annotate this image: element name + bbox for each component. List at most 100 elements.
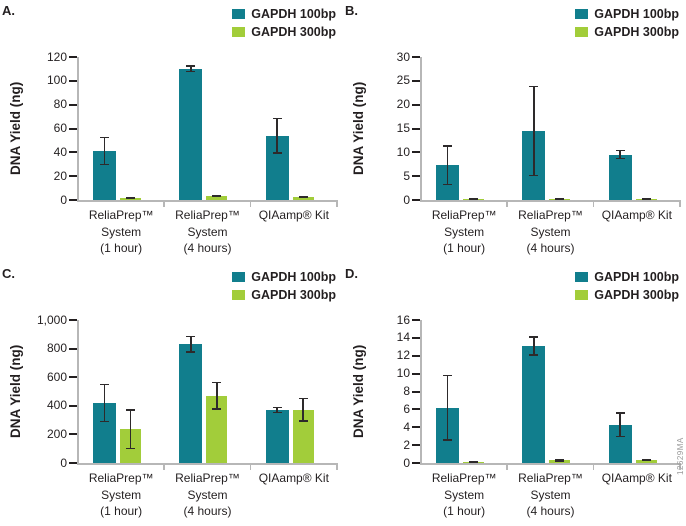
legend-item: GAPDH 100bp xyxy=(575,7,679,21)
x-category-label-line: System xyxy=(187,224,228,239)
x-axis-group-tick xyxy=(679,464,681,470)
legend-label: GAPDH 300bp xyxy=(594,288,679,302)
bar-gapdh-300bp xyxy=(549,460,571,463)
y-tick-label: 2 xyxy=(403,437,410,452)
x-category-label-line: (4 hours) xyxy=(526,504,575,518)
x-axis-group-tick xyxy=(336,201,338,207)
x-axis-group-tick xyxy=(249,464,252,470)
x-axis-group-tick xyxy=(163,464,165,470)
legend-item: GAPDH 300bp xyxy=(232,288,336,302)
x-category-label: ReliaPrep™ System (1 hour) xyxy=(78,207,164,257)
error-bar-cap-top xyxy=(212,381,222,384)
error-bar-cap-bottom xyxy=(272,152,282,154)
error-bar-cap-top xyxy=(615,149,625,152)
x-axis-group-tick xyxy=(592,201,595,207)
bar-gapdh-100bp xyxy=(522,345,546,463)
legend-label: GAPDH 300bp xyxy=(251,288,336,302)
error-bar-cap-top xyxy=(100,383,109,386)
error-bar-cap-bottom xyxy=(186,70,196,73)
x-axis-group-tick xyxy=(163,201,165,207)
error-bar-line xyxy=(533,336,535,356)
x-category-label-line: ReliaPrep™ xyxy=(431,208,497,222)
x-category-label-line: QIAamp® Kit xyxy=(258,471,329,485)
x-axis-line xyxy=(77,200,338,202)
y-tick-label: 0 xyxy=(403,192,410,207)
x-axis-group-tick xyxy=(679,201,681,207)
y-tick-mark xyxy=(412,175,420,178)
x-axis-group-tick xyxy=(249,201,252,207)
x-category-label-line: QIAamp® Kit xyxy=(601,471,672,485)
y-tick-label: 0 xyxy=(403,455,410,470)
y-tick-mark xyxy=(69,462,77,464)
x-category-label-line: (4 hours) xyxy=(183,241,232,255)
bar-gapdh-100bp xyxy=(265,135,289,200)
error-bar-line xyxy=(533,85,535,177)
error-bar-cap-bottom xyxy=(298,196,308,198)
y-tick-label: 200 xyxy=(46,426,67,441)
error-bar-cap-bottom xyxy=(615,157,625,160)
y-tick-label: 6 xyxy=(403,401,410,416)
y-tick-mark xyxy=(412,462,420,464)
y-tick-mark xyxy=(412,336,420,339)
y-tick-label: 10 xyxy=(396,366,410,381)
y-axis-line xyxy=(77,320,79,464)
plot-area xyxy=(421,57,680,201)
x-category-label: ReliaPrep™ System (1 hour) xyxy=(421,470,507,520)
legend-swatch-icon xyxy=(232,27,246,37)
x-category-label-line: ReliaPrep™ xyxy=(88,208,154,222)
y-tick-label: 80 xyxy=(53,97,67,112)
y-tick-mark xyxy=(69,404,77,407)
x-axis-group-tick xyxy=(506,201,508,207)
x-category-label: ReliaPrep™ System (4 hours) xyxy=(507,470,593,520)
error-bar-cap-bottom xyxy=(443,439,452,441)
legend-swatch-icon xyxy=(575,9,589,19)
error-bar-cap-bottom xyxy=(100,420,109,423)
panel-letter: C. xyxy=(2,266,15,281)
x-category-label-line: System xyxy=(444,224,485,239)
panel-letter: B. xyxy=(345,3,358,18)
error-bar-cap-bottom xyxy=(126,447,135,450)
y-tick-label: 0 xyxy=(60,192,67,207)
y-tick-label: 4 xyxy=(403,419,410,434)
y-tick-label: 600 xyxy=(46,369,67,384)
chart-panel: C. GAPDH 100bp GAPDH 300bp DNA Yield (ng)… xyxy=(0,263,343,526)
legend-item: GAPDH 300bp xyxy=(575,288,679,302)
error-bar-cap-bottom xyxy=(555,197,565,200)
y-tick-mark xyxy=(412,103,420,106)
x-category-label-line: System xyxy=(101,224,142,239)
error-bar-cap-top xyxy=(615,412,625,414)
legend-item: GAPDH 100bp xyxy=(232,7,336,21)
error-bar-cap-top xyxy=(443,374,452,377)
error-bar-cap-bottom xyxy=(469,461,478,463)
bar-gapdh-100bp xyxy=(608,424,632,463)
x-category-label-line: ReliaPrep™ xyxy=(431,471,497,485)
x-category-label: QIAamp® Kit xyxy=(251,470,337,487)
x-category-label-line: System xyxy=(101,487,142,502)
y-tick-mark xyxy=(69,127,77,130)
y-axis-line xyxy=(420,57,422,201)
legend-swatch-icon xyxy=(575,272,589,282)
x-category-label-line: System xyxy=(530,224,571,239)
chart-panel: A. GAPDH 100bp GAPDH 300bp DNA Yield (ng)… xyxy=(0,0,343,263)
error-bar-cap-bottom xyxy=(126,197,135,200)
error-bar-cap-bottom xyxy=(186,351,196,353)
y-tick-label: 30 xyxy=(396,49,410,64)
y-tick-mark xyxy=(69,433,77,436)
y-tick-mark xyxy=(412,390,420,393)
y-tick-label: 100 xyxy=(46,73,67,88)
x-category-label-line: (1 hour) xyxy=(100,504,143,518)
x-category-label-line: (4 hours) xyxy=(526,241,575,255)
bar-gapdh-300bp xyxy=(292,197,314,200)
x-category-label-line: ReliaPrep™ xyxy=(175,471,240,485)
y-tick-mark xyxy=(412,426,420,429)
error-bar-cap-bottom xyxy=(100,163,109,166)
x-category-label-line: System xyxy=(444,487,485,502)
error-bar-cap-bottom xyxy=(272,411,282,414)
error-bar-cap-top xyxy=(298,397,308,400)
bar-gapdh-100bp xyxy=(179,68,203,200)
y-axis-line xyxy=(77,57,79,201)
x-category-label-line: (4 hours) xyxy=(183,504,232,518)
legend: GAPDH 100bp GAPDH 300bp xyxy=(232,7,336,39)
y-tick-mark xyxy=(69,319,77,321)
